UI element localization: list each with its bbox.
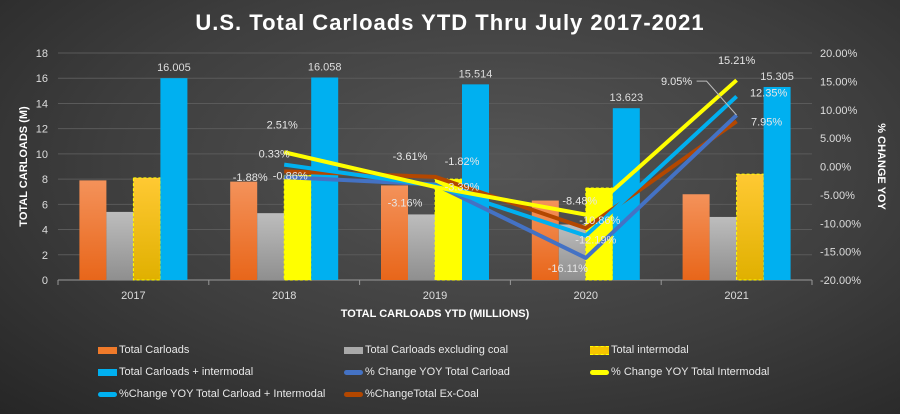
legend-swatch: [98, 391, 117, 397]
chart-title: U.S. Total Carloads YTD Thru July 2017-2…: [195, 10, 705, 35]
y-tick-label: 18: [36, 48, 48, 60]
bar-data-label: 13.623: [609, 92, 643, 104]
y2-tick-label: -5.00%: [820, 190, 855, 202]
bar-total-carloads-intermodal: [160, 78, 188, 280]
bar-data-label: 15.514: [459, 68, 493, 80]
bar-total-carloads-intermodal: [763, 86, 791, 281]
y2-tick-label: 0.00%: [820, 162, 851, 174]
legend-item-total-carloads: Total Carloads: [98, 343, 344, 357]
legend-label: Total Carloads: [119, 344, 190, 356]
legend-label: % Change YOY Total Intermodal: [611, 366, 770, 378]
y-axis-title: TOTAL CARLOADS (M): [18, 106, 30, 227]
legend-item-intermodal: Total intermodal: [590, 343, 836, 357]
bar-data-label: 15.305: [760, 71, 794, 83]
legend-item-ex-coal: %ChangeTotal Ex-Coal: [344, 387, 590, 401]
line-data-label: -16.11%: [548, 263, 588, 275]
legend-swatch: [344, 346, 363, 354]
line-data-label: -3.16%: [388, 197, 423, 209]
y2-tick-label: 20.00%: [820, 48, 858, 60]
legend-swatch: [98, 368, 117, 376]
line-data-label: 15.21%: [718, 55, 756, 67]
legend-swatch: [590, 369, 609, 375]
legend-label: %ChangeTotal Ex-Coal: [365, 388, 479, 400]
bar-data-label: 16.005: [157, 62, 191, 74]
line-data-label: 12.35%: [750, 87, 788, 99]
legend-item-excluding-coal: Total Carloads excluding coal: [344, 343, 590, 357]
bar-total-carloads: [381, 185, 408, 280]
y-tick-label: 6: [42, 199, 48, 211]
y2-tick-label: -10.00%: [820, 218, 861, 230]
y-tick-label: 10: [36, 149, 48, 161]
legend-swatch: [590, 345, 609, 355]
x-axis-title: TOTAL CARLOADS YTD (MILLIONS): [341, 308, 530, 320]
line-data-label: 0.33%: [259, 149, 290, 161]
bar-total-carloads-excluding-coal: [257, 213, 285, 280]
y2-tick-label: -20.00%: [820, 275, 861, 287]
bar-total-carloads-intermodal: [462, 84, 489, 280]
legend-item-carloads-plus-intermodal: Total Carloads + intermodal: [98, 365, 344, 379]
line-data-label: -0.86%: [273, 170, 308, 182]
line--change-yoy-total-carload-intermodal: [283, 94, 738, 238]
y2-tick-label: 10.00%: [820, 105, 858, 117]
legend-label: % Change YOY Total Carload: [365, 366, 510, 378]
bar-total-intermodal: [132, 177, 161, 281]
x-tick-label: 2018: [272, 290, 296, 302]
bar-total-carloads: [682, 194, 710, 280]
bar-data-label: 16.058: [308, 61, 342, 73]
legend: Total Carloads Total Carloads excluding …: [98, 343, 818, 401]
y-tick-label: 0: [42, 275, 48, 287]
y2-axis-title: % CHANGE YOY: [875, 123, 887, 210]
legend-item-yoy-carload: % Change YOY Total Carload: [344, 365, 590, 379]
bar-total-carloads-excluding-coal: [709, 216, 737, 280]
bar-total-carloads-excluding-coal: [408, 214, 435, 280]
bar-total-carloads-excluding-coal: [106, 211, 134, 280]
bar-total-intermodal: [736, 173, 765, 281]
bar-total-intermodal: [283, 174, 312, 281]
line-data-label: -3.39%: [445, 182, 480, 194]
y-tick-label: 16: [36, 73, 48, 85]
legend-swatch: [344, 391, 363, 397]
line-data-label: -1.82%: [445, 156, 480, 168]
x-tick-label: 2017: [121, 290, 145, 302]
line-data-label: 7.95%: [751, 116, 782, 128]
legend-label: Total intermodal: [611, 344, 689, 356]
x-tick-label: 2020: [574, 290, 598, 302]
line-data-label: -3.61%: [393, 151, 428, 163]
y-tick-label: 8: [42, 174, 48, 186]
line--change-yoy-total-intermodal: [283, 78, 738, 217]
line-data-label: -8.48%: [562, 196, 597, 208]
legend-swatch: [344, 369, 363, 375]
y2-tick-label: 5.00%: [820, 133, 851, 145]
legend-label: Total Carloads + intermodal: [119, 366, 254, 378]
y-tick-label: 14: [36, 98, 48, 110]
y2-tick-label: 15.00%: [820, 76, 858, 88]
x-tick-label: 2019: [423, 290, 447, 302]
line-data-label: -12.19%: [575, 235, 616, 247]
bar-total-carloads: [79, 180, 107, 280]
leader-line: [696, 80, 737, 116]
legend-label: %Change YOY Total Carload + Intermodal: [119, 388, 326, 400]
y2-tick-label: -15.00%: [820, 247, 861, 259]
line-data-label: -10.86%: [579, 215, 620, 227]
legend-swatch: [98, 346, 117, 354]
legend-item-yoy-intermodal: % Change YOY Total Intermodal: [590, 365, 836, 379]
legend-item-yoy-carload-intermodal: %Change YOY Total Carload + Intermodal: [98, 387, 344, 401]
legend-label: Total Carloads excluding coal: [365, 344, 509, 356]
line-data-label: -1.88%: [233, 172, 268, 184]
x-tick-label: 2021: [724, 290, 748, 302]
line--change-yoy-total-carload: [284, 113, 738, 260]
y-tick-label: 2: [42, 250, 48, 262]
y-tick-label: 4: [42, 225, 48, 237]
bar-total-carloads: [230, 181, 258, 280]
line-data-label: 9.05%: [661, 76, 692, 88]
line-data-label: 2.51%: [267, 119, 298, 131]
y-tick-label: 12: [36, 124, 48, 136]
